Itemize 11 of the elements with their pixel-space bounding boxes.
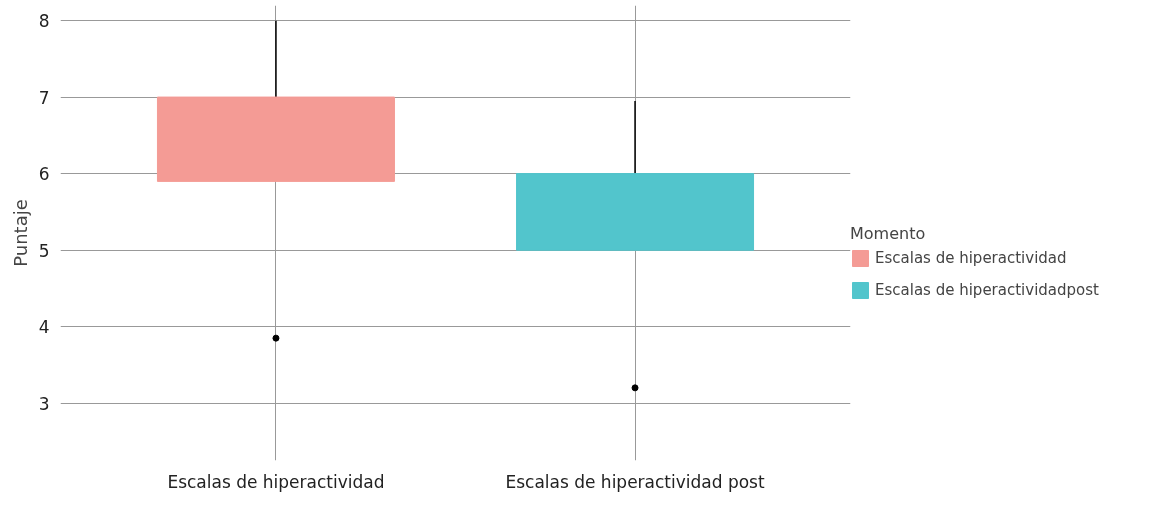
legend-label: Escalas de hiperactividad [875,249,1067,267]
legend-title: Momento [850,224,927,243]
y-axis-title: Puntaje [9,199,31,267]
x-tick-label: Escalas de hiperactividad post [505,471,765,492]
legend-label: Escalas de hiperactividadpost [875,281,1099,299]
y-tick-label: 6 [38,164,50,185]
y-tick-label: 7 [38,87,50,108]
y-tick-label: 8 [38,11,50,32]
y-tick-label: 3 [38,393,50,414]
y-tick-label: 4 [38,317,50,338]
y-tick-label: 5 [38,240,50,261]
